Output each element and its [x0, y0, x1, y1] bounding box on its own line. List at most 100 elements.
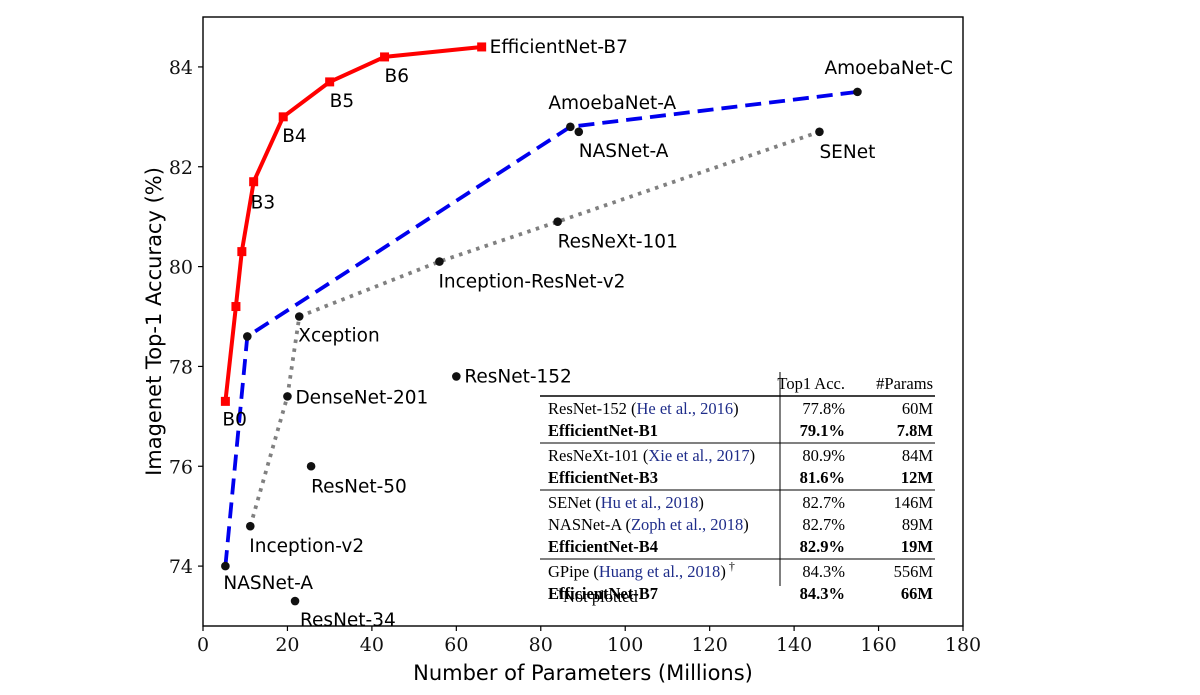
data-point-dot: [566, 122, 575, 132]
x-tick-label: 0: [197, 634, 209, 656]
table-row-model: NASNet-A (Zoph et al., 2018): [548, 515, 749, 534]
table-cell-acc: 82.9%: [800, 537, 845, 556]
y-tick-label: 74: [169, 556, 193, 578]
citation-link[interactable]: Zoph et al., 2018: [631, 515, 743, 534]
y-tick-label: 76: [169, 456, 193, 478]
citation: (: [639, 446, 649, 465]
table-header-params: #Params: [876, 374, 933, 393]
data-point-square: [380, 52, 390, 62]
point-label: Xception: [298, 326, 379, 347]
x-tick-label: 140: [776, 634, 812, 656]
x-tick-label: 20: [275, 634, 299, 656]
table-row-model: ResNeXt-101 (Xie et al., 2017): [548, 446, 755, 465]
table-row-model: EfficientNet-B4: [548, 537, 658, 556]
footnote-text: Not plotted: [563, 587, 638, 606]
table-row-model: EfficientNet-B1: [548, 421, 658, 440]
table-cell-params: 146M: [894, 493, 934, 512]
model-name: ResNeXt-101: [548, 446, 639, 465]
table-cell-acc: 84.3%: [800, 584, 845, 603]
table-row-model: EfficientNet-B7: [548, 584, 658, 603]
point-label: DenseNet-201: [295, 387, 428, 408]
y-tick-label: 82: [169, 157, 193, 179]
point-label: ResNet-50: [311, 476, 407, 497]
model-name: EfficientNet-B3: [548, 468, 658, 487]
point-label: AmoebaNet-A: [548, 93, 676, 114]
data-point-square: [278, 112, 288, 122]
table-row-model: SENet (Hu et al., 2018): [548, 493, 704, 512]
data-point-dot: [853, 87, 862, 97]
model-name: SENet: [548, 493, 591, 512]
point-label: ResNet-152: [464, 366, 572, 387]
point-label: Inception-v2: [249, 536, 364, 557]
table-row-model: ResNet-152 (He et al., 2016): [548, 399, 739, 418]
y-tick-label: 80: [169, 257, 193, 279]
table-cell-acc: 80.9%: [802, 446, 845, 465]
data-point-square: [237, 247, 247, 257]
citation: (: [591, 493, 601, 512]
model-name: NASNet-A: [548, 515, 622, 534]
table-cell-acc: 81.6%: [800, 468, 845, 487]
citation-close: ): [733, 399, 739, 418]
table-cell-acc: 79.1%: [800, 421, 845, 440]
x-tick-label: 80: [529, 634, 553, 656]
table-cell-params: 556M: [894, 562, 934, 581]
citation-link[interactable]: Hu et al., 2018: [601, 493, 699, 512]
citation: (: [627, 399, 637, 418]
model-name: ResNet-152: [548, 399, 627, 418]
model-name: EfficientNet-B1: [548, 421, 658, 440]
model-name: EfficientNet-B4: [548, 537, 658, 556]
data-point-dot: [306, 461, 316, 471]
data-point-dot: [221, 561, 230, 571]
series-line: [248, 130, 821, 527]
point-label: ResNeXt-101: [558, 232, 678, 253]
point-label: B6: [385, 66, 409, 87]
citation: (: [589, 562, 599, 581]
table-header-acc: Top1 Acc.: [777, 374, 845, 393]
citation-link[interactable]: Xie et al., 2017: [648, 446, 749, 465]
point-label: EfficientNet-B7: [490, 37, 628, 58]
citation-close: ): [743, 515, 749, 534]
point-label: B4: [282, 126, 306, 147]
data-point-dot: [283, 392, 292, 401]
table-cell-params: 60M: [902, 399, 934, 418]
point-label: B0: [222, 409, 246, 430]
table-cell-acc: 82.7%: [802, 493, 845, 512]
table-cell-params: 66M: [901, 584, 934, 603]
x-tick-label: 120: [692, 634, 728, 656]
model-name: EfficientNet-B7: [548, 584, 658, 603]
series-line: [223, 90, 858, 567]
y-axis-title: Imagenet Top-1 Accuracy (%): [142, 167, 166, 476]
table-cell-acc: 77.8%: [802, 399, 845, 418]
point-label: B3: [251, 193, 275, 214]
point-label: B5: [330, 91, 354, 112]
table-cell-acc: 84.3%: [802, 562, 845, 581]
data-point-dot: [435, 257, 444, 266]
data-point-square: [249, 177, 259, 187]
point-label: Inception-ResNet-v2: [438, 272, 625, 293]
citation-close: ): [750, 446, 756, 465]
table-cell-acc: 82.7%: [802, 515, 845, 534]
data-point-dot: [553, 217, 562, 226]
citation-link[interactable]: He et al., 2016: [636, 399, 733, 418]
x-tick-label: 160: [860, 634, 896, 656]
x-axis-title: Number of Parameters (Millions): [413, 661, 753, 685]
plot-frame: [202, 16, 964, 627]
citation-link[interactable]: Huang et al., 2018: [599, 562, 720, 581]
series-line: [223, 45, 482, 402]
table-footnote: †Not plotted: [557, 585, 638, 606]
model-name: GPipe: [548, 562, 589, 581]
point-label: SENet: [819, 142, 875, 163]
x-tick-label: 60: [444, 634, 468, 656]
data-point-square: [325, 77, 335, 87]
x-tick-label: 180: [945, 634, 981, 656]
data-point-square: [477, 42, 487, 52]
data-point-square: [231, 302, 241, 312]
dagger-mark: †: [726, 559, 735, 573]
x-tick-label: 40: [360, 634, 384, 656]
x-tick-label: 100: [607, 634, 643, 656]
point-label: NASNet-A: [223, 573, 313, 594]
citation-close: ): [720, 562, 726, 581]
data-point-dot: [294, 312, 304, 321]
